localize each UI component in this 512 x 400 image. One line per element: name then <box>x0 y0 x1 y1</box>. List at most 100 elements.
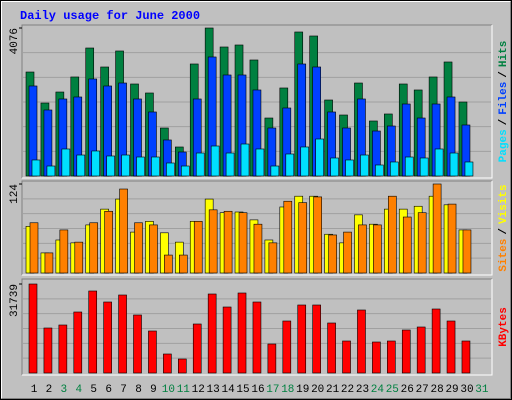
x-tick-label: 2 <box>46 384 53 396</box>
x-tick-label: 21 <box>326 384 340 396</box>
bar <box>163 353 172 374</box>
y-tick-label: 4076 <box>9 28 21 54</box>
bar <box>343 231 352 274</box>
bar <box>417 212 427 274</box>
bar <box>89 222 99 274</box>
x-tick-label: 10 <box>162 384 175 396</box>
bar <box>59 229 69 274</box>
bar <box>419 157 429 177</box>
bar <box>134 222 143 274</box>
bar <box>446 320 456 374</box>
bar <box>46 165 56 177</box>
plot-bevel <box>22 279 493 376</box>
bar <box>434 148 444 177</box>
x-tick-label: 30 <box>460 384 473 396</box>
x-tick-label: 15 <box>236 384 249 396</box>
bar <box>342 340 351 374</box>
bar <box>223 210 233 274</box>
bar <box>88 290 98 374</box>
bar <box>373 224 382 274</box>
bar <box>104 210 113 274</box>
x-tick-label: 28 <box>431 384 444 396</box>
bar <box>178 358 187 374</box>
bar <box>210 145 220 177</box>
bar <box>121 154 130 177</box>
legend: Sites / Visits <box>498 184 510 271</box>
legend-entry: Visits <box>498 184 510 224</box>
bar <box>73 311 83 374</box>
x-tick-label: 23 <box>356 384 369 396</box>
legend-entry: Sites <box>498 239 510 272</box>
bar <box>29 222 39 274</box>
bar <box>103 301 112 374</box>
bar <box>195 152 205 177</box>
x-tick-label: 26 <box>401 384 414 396</box>
bar <box>390 161 399 177</box>
bar <box>148 330 157 374</box>
bar <box>192 323 202 374</box>
bar <box>461 340 471 374</box>
bar <box>28 283 38 374</box>
bar <box>255 148 265 177</box>
x-tick-label: 4 <box>75 384 82 396</box>
bar <box>447 203 457 274</box>
bar <box>313 196 322 274</box>
bar <box>298 202 308 274</box>
bar <box>300 146 310 177</box>
bar <box>449 152 459 177</box>
bar <box>149 224 158 274</box>
legend-separator: / <box>498 228 510 235</box>
x-tick-label: 17 <box>266 384 279 396</box>
legend-separator: / <box>498 118 510 125</box>
bar <box>327 322 336 374</box>
legend-entry: Pages <box>498 129 510 162</box>
x-tick-label: 27 <box>416 384 429 396</box>
bar <box>285 153 295 177</box>
bar <box>270 165 280 177</box>
x-tick-label: 20 <box>311 384 324 396</box>
legend: Pages / Files / Hits <box>498 41 510 163</box>
bar <box>43 327 53 374</box>
bar <box>76 154 86 177</box>
x-tick-label: 5 <box>90 384 97 396</box>
bar <box>106 155 115 177</box>
bar <box>404 156 414 177</box>
bar <box>388 195 397 274</box>
bar <box>358 224 367 274</box>
legend-entry: KBytes <box>498 307 510 347</box>
bar <box>208 209 218 274</box>
legend: KBytes <box>498 307 510 347</box>
x-tick-label: 31 <box>475 384 489 396</box>
bar <box>360 154 369 177</box>
x-tick-label: 14 <box>221 384 235 396</box>
x-tick-label: 3 <box>61 384 68 396</box>
bar <box>268 242 278 274</box>
bar <box>401 329 411 374</box>
x-tick-label: 12 <box>192 384 205 396</box>
plot-bevel <box>21 180 492 275</box>
bar <box>222 306 232 374</box>
bar <box>164 254 173 274</box>
bar <box>432 183 442 274</box>
x-tick-label: 18 <box>281 384 294 396</box>
bar <box>387 340 396 374</box>
bar <box>91 150 101 177</box>
y-tick-label: 31739 <box>9 284 21 317</box>
bar <box>119 188 128 274</box>
bar <box>58 324 68 374</box>
bar <box>312 304 321 374</box>
plot-bevel <box>21 278 492 375</box>
x-tick-label: 9 <box>150 384 157 396</box>
bar <box>252 301 262 374</box>
x-tick-label: 19 <box>296 384 309 396</box>
bar <box>133 314 142 374</box>
bar <box>282 320 292 374</box>
plot-bevel <box>22 25 493 179</box>
bar <box>136 156 145 177</box>
bar <box>118 294 127 374</box>
bar <box>357 309 366 374</box>
bar <box>416 326 426 374</box>
